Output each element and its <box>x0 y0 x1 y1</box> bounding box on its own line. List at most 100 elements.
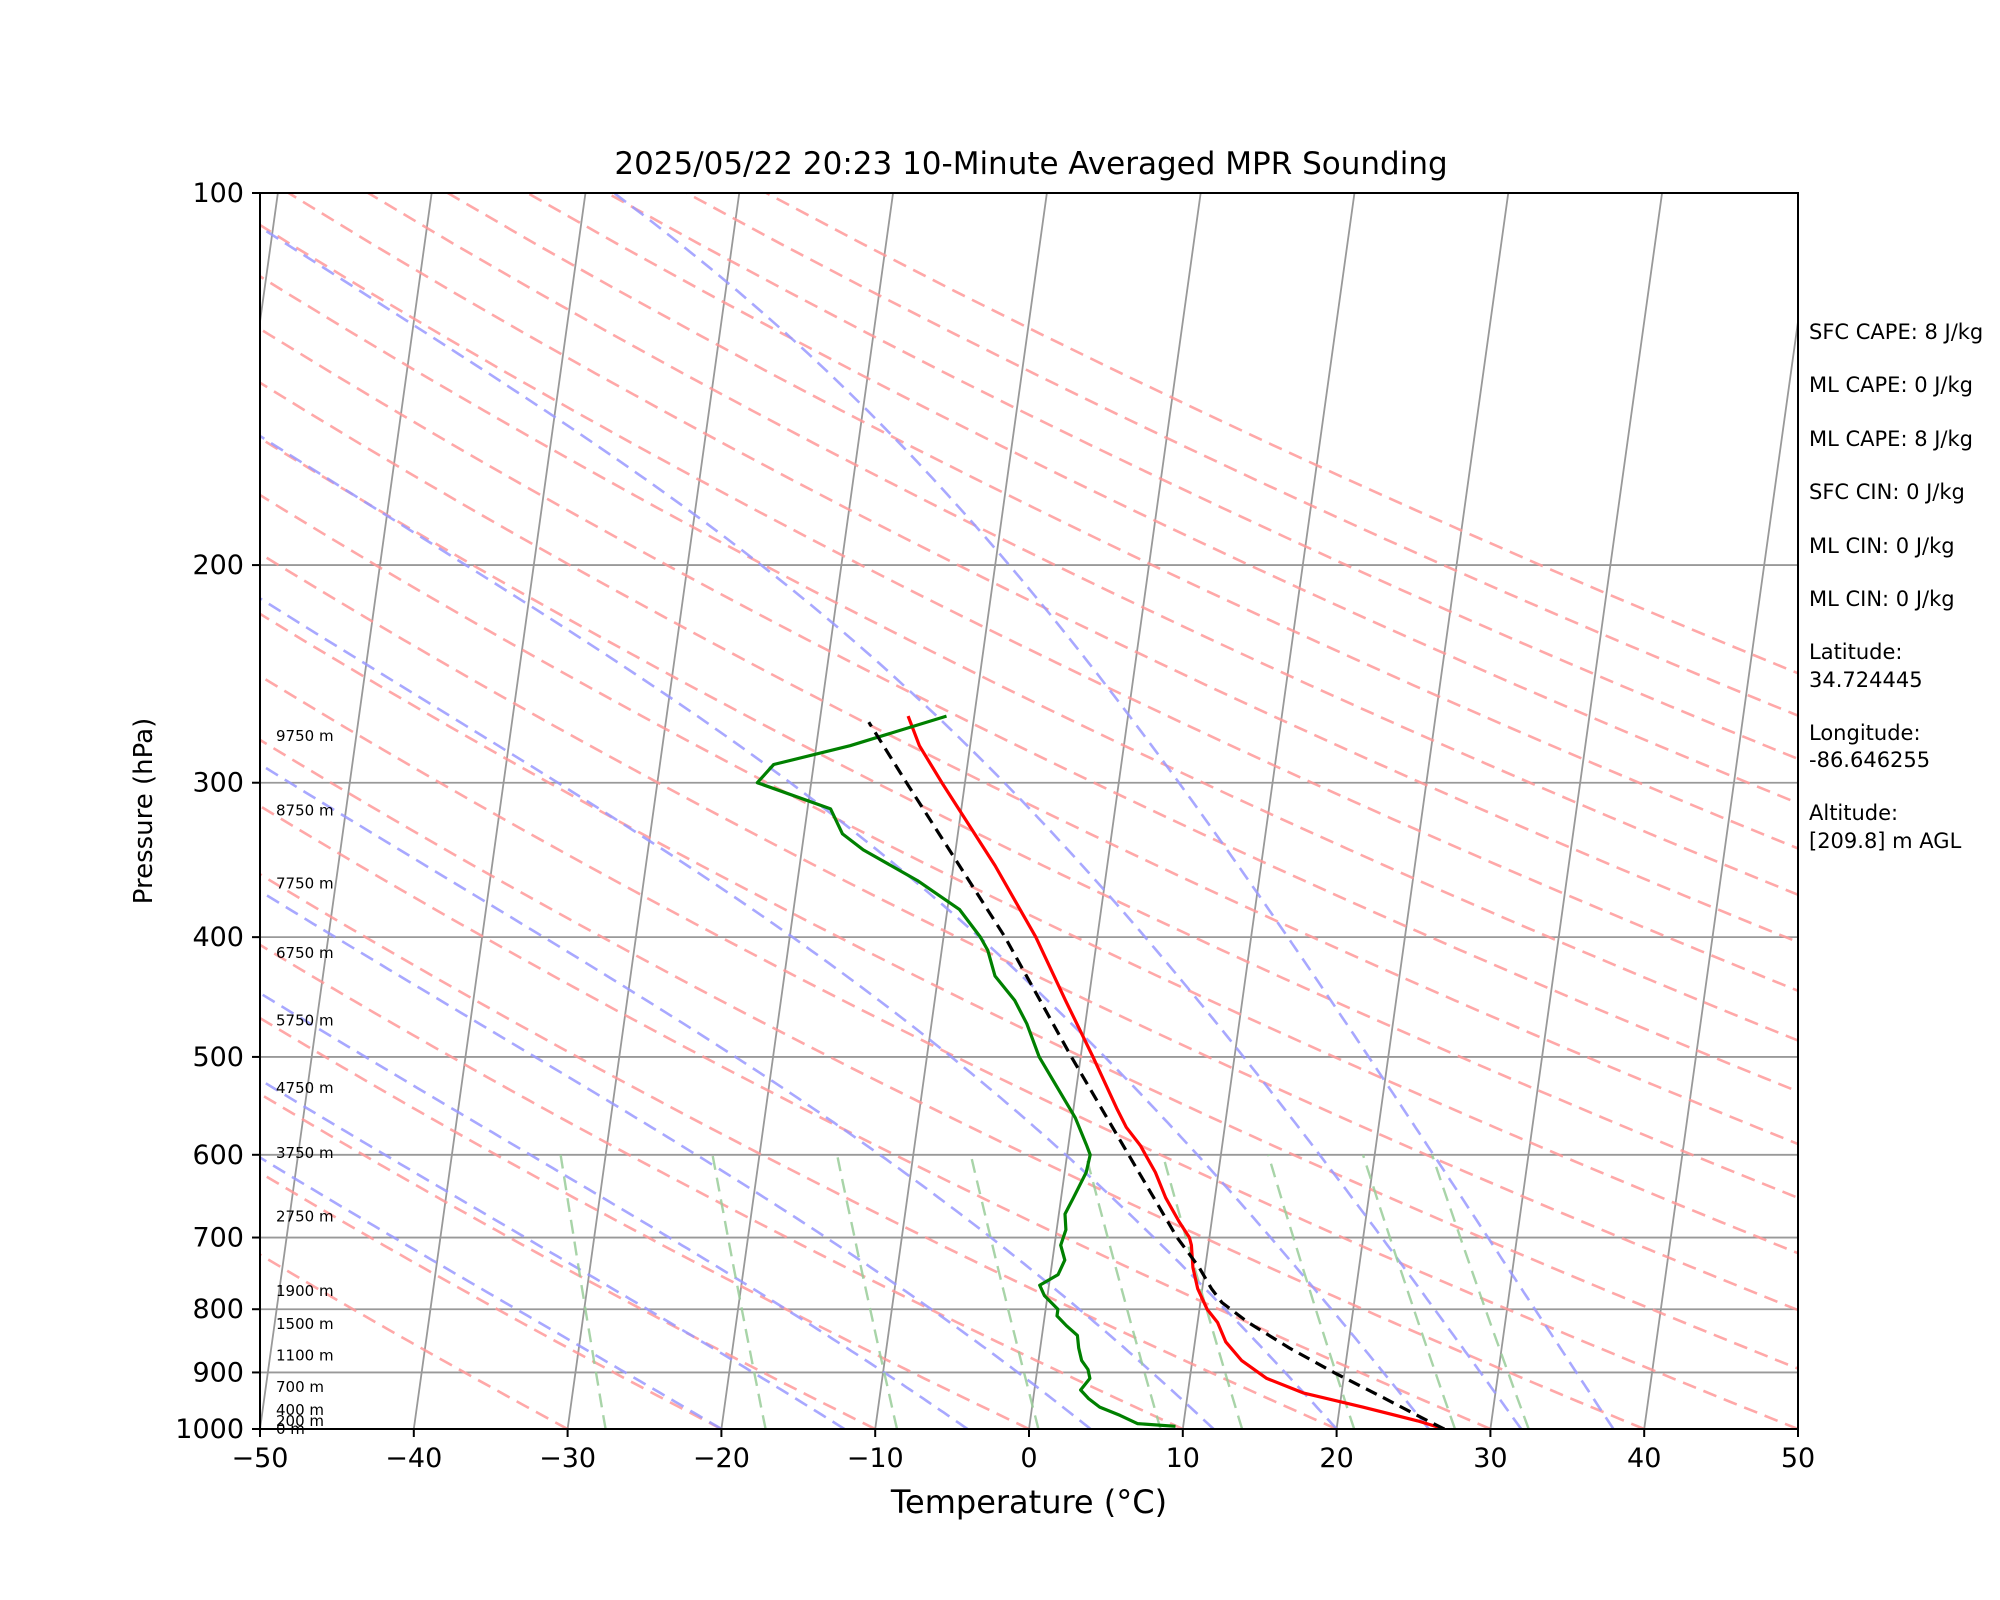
x-tick-label: −40 <box>385 1443 442 1474</box>
dewpoint-profile-line <box>755 714 1176 1428</box>
plot-frame <box>259 192 1799 1430</box>
mixing-ratio-line <box>835 1154 899 1429</box>
x-axis-label: Temperature (°C) <box>890 1483 1167 1521</box>
dry-adiabat <box>260 1092 876 1429</box>
isotherm-gridline <box>412 193 587 1429</box>
dry-adiabat <box>606 193 1798 761</box>
moist-adiabat <box>260 225 1523 1429</box>
moist-adiabat <box>260 1078 846 1429</box>
dry-adiabat <box>686 193 1798 718</box>
height-label: 7750 m <box>276 875 334 893</box>
dry-adiabat <box>526 193 1798 805</box>
mixing-ratio-line <box>1430 1154 1530 1429</box>
isotherm-gridline <box>1335 193 1510 1429</box>
info-line: -86.646255 <box>1809 748 1930 772</box>
height-label: 8750 m <box>276 802 334 820</box>
x-tick-label: 0 <box>1020 1443 1037 1474</box>
dry-adiabat <box>447 193 1798 850</box>
sounding-info-panel: SFC CAPE: 8 J/kg ML CAPE: 0 J/kg ML CAPE: … <box>1809 320 1983 853</box>
info-line: [209.8] m AGL <box>1809 829 1962 853</box>
sounding-series <box>755 714 1446 1429</box>
dry-adiabat <box>260 274 1798 1042</box>
dry-adiabat <box>260 1171 722 1429</box>
mixing-ratio-line <box>1361 1154 1457 1429</box>
moist-adiabat <box>260 762 1215 1429</box>
y-tick-label: 700 <box>192 1223 244 1254</box>
isotherm-gridline <box>1489 193 1663 1429</box>
y-tick-label: 600 <box>192 1140 244 1171</box>
dry-adiabat <box>287 193 1798 944</box>
x-axis-ticks: −50 −40 −30 −20 −10 0 10 20 30 40 50 <box>232 1429 1815 1474</box>
y-axis-ticks: 100 200 300 400 500 600 700 800 900 1000 <box>175 178 260 1445</box>
parcel-profile-line <box>867 721 1446 1429</box>
info-line: Latitude: <box>1809 640 1903 664</box>
y-tick-label: 1000 <box>175 1414 244 1445</box>
height-label: 1100 m <box>276 1346 334 1364</box>
info-line: 34.724445 <box>1809 668 1923 692</box>
mixing-ratio-line <box>711 1154 767 1429</box>
isotherm-gridline <box>1181 193 1356 1429</box>
dry-adiabat <box>260 872 1338 1429</box>
moist-adiabat <box>260 596 1338 1429</box>
mixing-ratio-line <box>1267 1154 1356 1429</box>
info-line: ML CIN: 0 J/kg <box>1809 534 1955 558</box>
x-tick-label: −50 <box>232 1443 289 1474</box>
height-label: 4750 m <box>276 1079 334 1097</box>
dry-adiabat <box>260 674 1798 1429</box>
isotherm-gridline <box>1643 315 1798 1429</box>
x-tick-label: −30 <box>539 1443 596 1474</box>
isotherm-gridline <box>720 193 894 1429</box>
y-tick-label: 800 <box>192 1294 244 1325</box>
isotherm-gridline <box>1028 193 1202 1429</box>
height-label: 5750 m <box>276 1011 334 1029</box>
height-label: 2750 m <box>276 1207 334 1225</box>
x-tick-label: 50 <box>1781 1443 1815 1474</box>
height-label: 400 m <box>276 1401 324 1419</box>
x-tick-label: 40 <box>1627 1443 1661 1474</box>
y-tick-label: 400 <box>192 922 244 953</box>
x-tick-label: −20 <box>693 1443 750 1474</box>
height-label: 9750 m <box>276 727 334 745</box>
y-tick-label: 900 <box>192 1357 244 1388</box>
info-line: SFC CIN: 0 J/kg <box>1809 480 1965 504</box>
height-label: 3750 m <box>276 1144 334 1162</box>
mixing-ratio-line <box>1161 1154 1244 1429</box>
height-labels: 9750 m 8750 m 7750 m 6750 m 5750 m 4750 m 3750… <box>276 727 334 1438</box>
mixing-ratio-line <box>969 1154 1040 1429</box>
dry-adiabat <box>260 612 1798 1370</box>
dry-adiabat <box>260 1253 569 1429</box>
dry-adiabat <box>260 381 1798 1146</box>
dry-adiabat <box>260 552 1798 1312</box>
moist-adiabat <box>260 889 1092 1429</box>
info-line: Longitude: <box>1809 721 1921 745</box>
height-label: 700 m <box>276 1378 324 1396</box>
dry-adiabat <box>260 943 1184 1429</box>
x-tick-label: −10 <box>847 1443 904 1474</box>
moist-adiabat <box>260 1155 723 1429</box>
x-tick-label: 30 <box>1473 1443 1507 1474</box>
dry-adiabat <box>260 223 1798 993</box>
isotherm-gridline <box>260 193 433 1429</box>
y-tick-label: 500 <box>192 1042 244 1073</box>
info-line: ML CAPE: 0 J/kg <box>1809 373 1973 397</box>
moist-adiabat <box>260 434 1430 1429</box>
info-line: Altitude: <box>1809 801 1898 825</box>
info-line: ML CIN: 0 J/kg <box>1809 587 1955 611</box>
info-line: ML CAPE: 8 J/kg <box>1809 427 1973 451</box>
y-axis-label: Pressure (hPa) <box>129 718 159 905</box>
dry-adiabat <box>260 804 1491 1429</box>
moist-adiabat <box>260 991 969 1429</box>
y-tick-label: 100 <box>192 178 244 209</box>
dry-adiabat <box>260 1016 1030 1429</box>
height-label: 6750 m <box>276 944 334 962</box>
mixing-ratio-line <box>559 1154 607 1429</box>
dry-adiabat <box>260 738 1645 1429</box>
isotherm-gridline <box>566 193 741 1429</box>
height-label: 1500 m <box>276 1315 334 1333</box>
chart-title: 2025/05/22 20:23 10-Minute Averaged MPR … <box>614 146 1447 182</box>
dry-adiabat <box>260 493 1798 1255</box>
isotherm-gridline <box>0 193 124 1429</box>
mixing-ratio-line <box>1084 1154 1162 1429</box>
height-label: 200 m <box>276 1412 324 1430</box>
